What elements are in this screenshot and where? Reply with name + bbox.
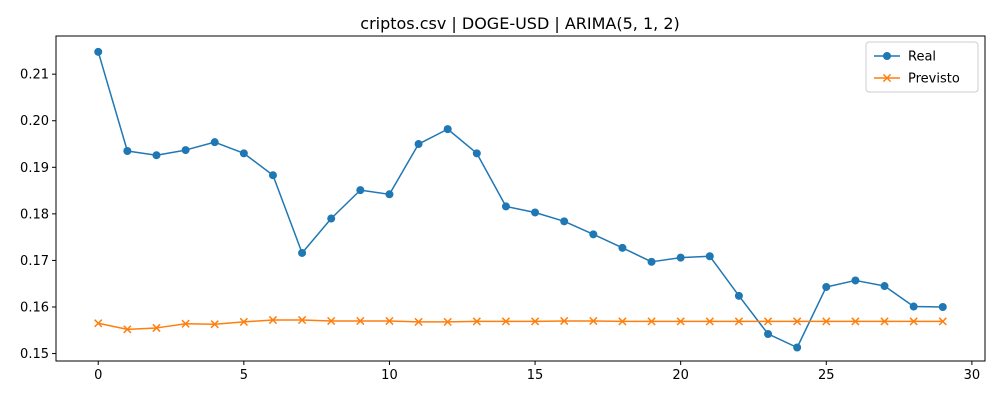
legend-marker-1 — [882, 73, 892, 83]
data-point — [880, 317, 889, 326]
x-tick-label: 0 — [94, 368, 102, 383]
y-tick-label: 0.20 — [20, 114, 49, 129]
x-tick-label: 30 — [964, 368, 981, 383]
data-point — [530, 317, 540, 326]
data-point — [851, 276, 860, 285]
data-point — [385, 316, 394, 326]
data-point — [443, 125, 452, 134]
legend-box — [865, 41, 979, 93]
y-tick-label: 0.15 — [20, 347, 49, 362]
data-point — [501, 317, 511, 326]
data-point — [793, 317, 802, 326]
data-point — [909, 302, 918, 311]
series-line-0 — [97, 51, 943, 349]
data-point — [268, 171, 277, 180]
axes: 0 5 10 15 20 25 30 0.15 0.16 0.17 0.18 0.19 0.20 0.21 — [20, 35, 986, 383]
data-point — [94, 47, 103, 56]
data-point — [210, 138, 219, 147]
data-point — [880, 282, 889, 291]
legend-marker-0 — [883, 52, 891, 60]
data-point — [560, 316, 569, 326]
data-point — [822, 282, 831, 291]
data-point — [472, 317, 481, 326]
data-point — [676, 317, 685, 326]
series-line-1 — [98, 319, 943, 331]
data-point — [123, 147, 132, 156]
data-point — [618, 317, 627, 326]
data-point — [909, 317, 918, 326]
data-point — [414, 140, 423, 149]
data-point — [938, 302, 947, 311]
data-point — [647, 317, 656, 326]
data-point — [385, 190, 394, 199]
data-point — [851, 317, 860, 326]
data-point — [618, 243, 627, 252]
data-point — [297, 315, 307, 325]
data-point — [239, 149, 248, 158]
data-point — [705, 252, 714, 261]
data-point — [356, 316, 365, 326]
data-point — [822, 317, 831, 326]
x-tick-label: 20 — [672, 368, 689, 383]
data-point — [414, 317, 423, 327]
data-point — [210, 320, 219, 329]
data-point — [734, 291, 743, 300]
data-point — [647, 257, 656, 266]
data-point — [152, 151, 161, 160]
data-point — [705, 317, 714, 326]
y-tick-label: 0.21 — [20, 68, 49, 83]
data-point — [501, 202, 510, 211]
data-point — [531, 208, 540, 217]
data-point — [938, 317, 947, 326]
data-point — [589, 316, 598, 326]
data-point — [764, 329, 773, 338]
y-tick-label: 0.17 — [20, 254, 49, 269]
data-point — [327, 214, 336, 223]
data-point — [443, 317, 452, 327]
data-point — [356, 186, 365, 195]
x-tick-label: 25 — [818, 368, 835, 383]
data-point — [123, 325, 132, 334]
data-point — [327, 316, 336, 326]
data-point — [268, 315, 278, 325]
data-point — [793, 343, 802, 352]
plot-frame — [55, 35, 986, 362]
x-tick-label: 10 — [381, 368, 398, 383]
x-tick-label: 15 — [527, 368, 544, 383]
y-tick-label: 0.18 — [20, 207, 49, 222]
data-point — [239, 317, 248, 327]
data-point — [734, 317, 744, 326]
plot-area — [94, 47, 947, 352]
data-point — [152, 323, 161, 333]
data-point — [472, 149, 481, 158]
data-point — [763, 317, 773, 326]
data-point — [298, 248, 307, 257]
chart-title: criptos.csv | DOGE-USD | ARIMA(5, 1, 2) — [360, 14, 679, 33]
legend-label-1: Previsto — [908, 72, 960, 87]
y-tick-label: 0.16 — [20, 300, 49, 315]
data-point — [94, 319, 103, 328]
legend-label-0: Real — [908, 50, 936, 65]
data-point — [589, 230, 598, 239]
data-point — [676, 253, 685, 262]
x-tick-label: 5 — [240, 368, 248, 383]
data-point — [181, 319, 190, 328]
y-tick-label: 0.19 — [20, 161, 49, 176]
data-point — [560, 217, 569, 226]
legend: Real Previsto — [865, 41, 979, 93]
data-point — [181, 146, 190, 155]
